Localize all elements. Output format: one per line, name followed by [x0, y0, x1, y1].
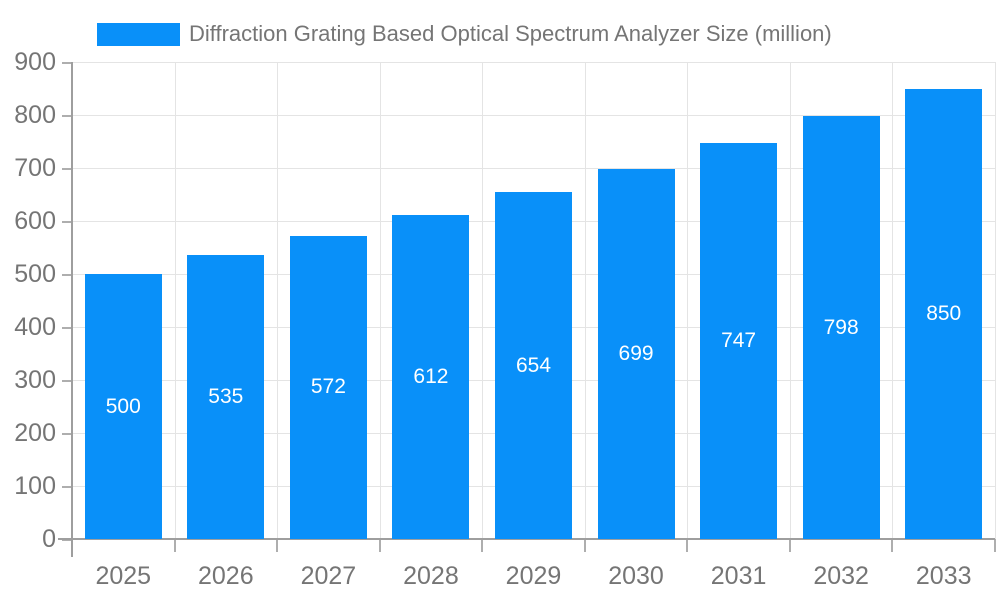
bar[interactable] — [392, 214, 470, 539]
y-axis-label: 400 — [14, 313, 56, 341]
x-axis-label: 2032 — [813, 562, 869, 590]
y-axis-tick — [62, 167, 72, 170]
gridline-vertical — [995, 62, 996, 539]
y-axis-label: 300 — [14, 366, 56, 394]
gridline-vertical — [277, 62, 279, 539]
gridline-vertical — [687, 62, 689, 539]
gridline-vertical — [584, 62, 586, 539]
bar[interactable] — [289, 235, 367, 539]
legend-item[interactable]: Diffraction Grating Based Optical Spectr… — [97, 21, 832, 46]
bar[interactable] — [597, 168, 675, 539]
x-axis-tick — [891, 539, 894, 552]
y-axis-label: 500 — [14, 260, 56, 288]
x-axis-label: 2027 — [300, 562, 357, 590]
x-axis-tick — [276, 539, 279, 552]
y-axis-label: 100 — [14, 472, 56, 500]
y-axis-tick — [62, 114, 72, 117]
bar-value-label: 747 — [721, 329, 757, 353]
x-axis-label: 2026 — [198, 562, 254, 590]
y-axis-tick — [62, 273, 72, 276]
y-axis-tick — [62, 379, 72, 382]
bar[interactable] — [700, 143, 778, 539]
gridline-horizontal — [72, 115, 995, 116]
x-axis-tick — [994, 539, 996, 552]
x-axis-tick — [583, 539, 586, 552]
bar[interactable] — [187, 255, 265, 539]
y-axis-tick — [62, 61, 72, 64]
gridline-horizontal — [72, 62, 995, 63]
legend-label: Diffraction Grating Based Optical Spectr… — [189, 21, 832, 46]
bar[interactable] — [495, 192, 572, 539]
y-axis-line — [71, 62, 73, 557]
y-axis-label: 200 — [14, 419, 56, 447]
x-axis-label: 2033 — [915, 562, 972, 590]
y-axis-tick — [62, 485, 72, 488]
x-axis-tick — [378, 539, 381, 552]
bar[interactable] — [84, 274, 162, 539]
x-axis-tick — [788, 539, 791, 552]
gridline-vertical — [789, 62, 791, 539]
y-axis-tick — [62, 432, 72, 435]
bar-value-label: 798 — [823, 315, 859, 339]
bar[interactable] — [802, 116, 880, 539]
bar-value-label: 612 — [413, 364, 449, 388]
bar-value-label: 500 — [105, 394, 141, 418]
bar-value-label: 654 — [515, 353, 552, 377]
x-axis-tick — [173, 539, 176, 552]
x-axis-label: 2025 — [95, 562, 152, 590]
bar-value-label: 535 — [208, 385, 244, 409]
y-axis-label: 800 — [14, 101, 56, 129]
y-axis-tick — [62, 326, 72, 329]
x-axis-label: 2031 — [710, 562, 767, 590]
x-axis-label: 2030 — [608, 562, 664, 590]
bar-value-label: 572 — [310, 375, 346, 399]
gridline-vertical — [379, 62, 381, 539]
x-axis-tick — [481, 539, 484, 552]
y-axis-label: 700 — [14, 154, 56, 182]
x-axis-tick — [686, 539, 689, 552]
gridline-vertical — [174, 62, 176, 539]
bar-value-label: 699 — [618, 341, 654, 365]
x-axis-line — [58, 538, 995, 540]
x-axis-label: 2029 — [505, 562, 562, 590]
y-axis-label: 0 — [42, 525, 56, 553]
bar-value-label: 850 — [926, 301, 962, 325]
gridline-horizontal — [72, 168, 995, 169]
x-axis-label: 2028 — [403, 562, 459, 590]
gridline-vertical — [482, 62, 484, 539]
y-axis-tick — [62, 220, 72, 223]
legend-swatch — [97, 22, 180, 46]
y-axis-label: 600 — [14, 207, 56, 235]
bar[interactable] — [905, 88, 983, 539]
y-axis-label: 900 — [14, 48, 56, 76]
gridline-vertical — [892, 62, 894, 539]
